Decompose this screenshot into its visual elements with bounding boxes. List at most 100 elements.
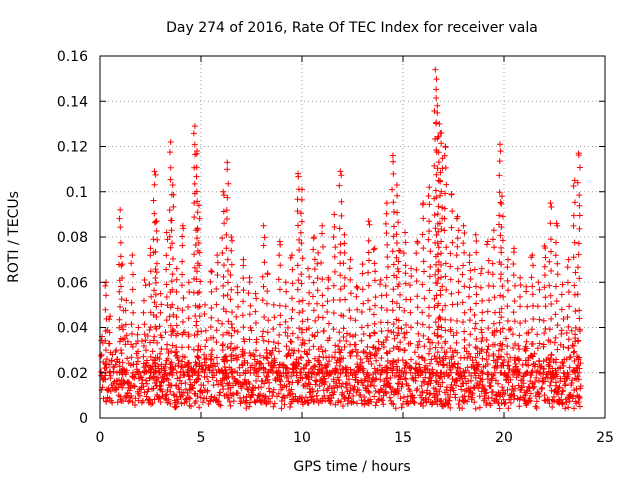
data-point xyxy=(472,370,479,377)
data-point xyxy=(559,400,566,407)
data-point xyxy=(448,191,455,198)
data-point xyxy=(370,311,377,318)
data-point xyxy=(570,349,577,356)
data-point xyxy=(295,360,302,367)
data-point xyxy=(332,244,339,251)
data-point xyxy=(289,306,296,313)
data-point xyxy=(559,388,566,395)
data-point xyxy=(552,359,559,366)
data-point xyxy=(102,347,109,354)
data-point xyxy=(574,373,581,380)
data-point xyxy=(441,227,448,234)
data-point xyxy=(305,300,312,307)
data-point xyxy=(535,391,542,398)
data-point xyxy=(491,244,498,251)
data-point xyxy=(420,378,427,385)
data-point xyxy=(152,248,159,255)
data-point xyxy=(256,352,263,359)
data-point xyxy=(116,316,123,323)
data-point xyxy=(117,303,124,310)
data-point xyxy=(157,309,164,316)
data-point xyxy=(269,347,276,354)
data-point xyxy=(348,290,355,297)
data-point xyxy=(560,344,567,351)
data-point xyxy=(407,369,414,376)
data-point xyxy=(295,398,302,405)
data-point xyxy=(287,338,294,345)
data-point xyxy=(208,267,215,274)
data-point xyxy=(559,360,566,367)
data-point xyxy=(495,347,502,354)
data-point xyxy=(411,349,418,356)
data-point xyxy=(294,208,301,215)
data-point xyxy=(266,388,273,395)
y-tick-label: 0.1 xyxy=(66,185,88,201)
data-point xyxy=(439,283,446,290)
data-point xyxy=(565,344,572,351)
data-point xyxy=(571,199,578,206)
data-point xyxy=(336,380,343,387)
data-point xyxy=(309,369,316,376)
data-point xyxy=(324,337,331,344)
data-point xyxy=(223,231,230,238)
data-point xyxy=(194,209,201,216)
data-point xyxy=(433,86,440,93)
data-point xyxy=(403,329,410,336)
data-point xyxy=(135,348,142,355)
data-point xyxy=(466,369,473,376)
data-point xyxy=(444,373,451,380)
data-point xyxy=(208,314,215,321)
data-point xyxy=(110,368,117,375)
data-point xyxy=(498,261,505,268)
data-point xyxy=(438,344,445,351)
data-point xyxy=(322,378,329,385)
data-point xyxy=(569,377,576,384)
data-point xyxy=(490,320,497,327)
data-point xyxy=(540,369,547,376)
data-point xyxy=(457,365,464,372)
data-point xyxy=(405,382,412,389)
data-point xyxy=(397,373,404,380)
data-point xyxy=(140,342,147,349)
data-point xyxy=(408,324,415,331)
data-point xyxy=(318,259,325,266)
data-point xyxy=(158,345,165,352)
data-point xyxy=(220,282,227,289)
data-point xyxy=(528,369,535,376)
data-point xyxy=(442,353,449,360)
data-point xyxy=(245,290,252,297)
data-point xyxy=(278,373,285,380)
data-point xyxy=(292,393,299,400)
data-point xyxy=(431,295,438,302)
data-point xyxy=(432,344,439,351)
data-point xyxy=(435,149,442,156)
data-point xyxy=(235,354,242,361)
data-point xyxy=(214,360,221,367)
data-point xyxy=(288,373,295,380)
data-point xyxy=(165,376,172,383)
data-point xyxy=(315,359,322,366)
data-point xyxy=(306,359,313,366)
data-point xyxy=(305,400,312,407)
data-point xyxy=(527,390,534,397)
data-point xyxy=(382,383,389,390)
data-point xyxy=(515,342,522,349)
data-point xyxy=(558,396,565,403)
data-point xyxy=(351,383,358,390)
data-point xyxy=(386,394,393,401)
data-point xyxy=(167,176,174,183)
data-point xyxy=(496,212,503,219)
data-point xyxy=(128,321,135,328)
data-point xyxy=(294,377,301,384)
data-point xyxy=(439,204,446,211)
data-point xyxy=(343,373,350,380)
data-point xyxy=(107,388,114,395)
data-point xyxy=(241,350,248,357)
data-point xyxy=(221,363,228,370)
data-point xyxy=(442,316,449,323)
data-point xyxy=(570,343,577,350)
data-point xyxy=(436,375,443,382)
data-point xyxy=(117,206,124,213)
data-point xyxy=(154,354,161,361)
data-point xyxy=(174,305,181,312)
